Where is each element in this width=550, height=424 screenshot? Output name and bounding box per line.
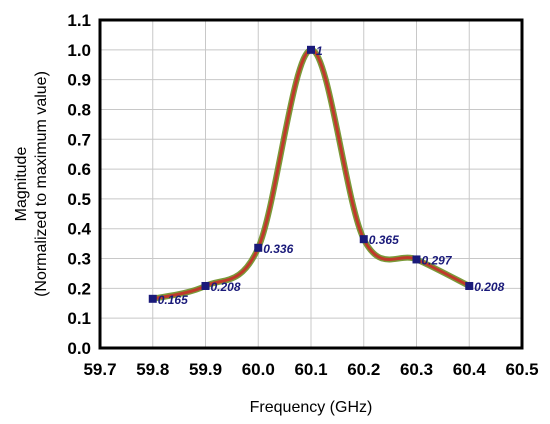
data-point-marker	[201, 281, 210, 290]
y-tick-label: 0.7	[67, 130, 91, 149]
x-tick-label: 60.3	[400, 360, 433, 379]
y-tick-label: 0.9	[67, 71, 91, 90]
data-label: 0.165	[158, 293, 188, 307]
data-point-marker	[148, 294, 157, 303]
y-axis-label-line1: Magnitude	[13, 147, 30, 222]
grid	[99, 19, 523, 349]
data-label: 0.365	[369, 233, 399, 247]
y-tick-label: 0.4	[67, 220, 91, 239]
data-point-marker	[254, 243, 263, 252]
y-tick-label: 0.8	[67, 100, 91, 119]
data-point-marker	[307, 45, 315, 54]
y-tick-label: 1.0	[67, 41, 91, 60]
plot-frame	[98, 18, 524, 350]
y-tick-label: 0.2	[67, 279, 91, 298]
y-axis-label-line2: (Normalized to maximum value)	[33, 71, 50, 297]
data-label: 1	[316, 44, 323, 58]
x-tick-label: 60.2	[347, 360, 380, 379]
y-tick-label: 0.1	[67, 309, 91, 328]
y-tick-label: 0.3	[67, 250, 91, 269]
x-tick-label: 60.0	[242, 360, 275, 379]
data-point-marker	[412, 255, 421, 264]
tick-labels: 59.7 59.8 59.9 60.0 60.1 60.2 60.3 60.4 60.5 0.0 0…	[67, 11, 538, 379]
y-tick-label: 0.5	[67, 190, 91, 209]
y-tick-label: 0.0	[67, 339, 91, 358]
data-label: 0.336	[263, 242, 293, 256]
data-label: 0.208	[211, 280, 241, 294]
y-tick-label: 0.6	[67, 160, 91, 179]
data-point-marker	[465, 281, 474, 290]
x-tick-label: 59.9	[189, 360, 222, 379]
x-tick-label: 60.5	[505, 360, 538, 379]
data-label: 0.208	[474, 280, 504, 294]
x-tick-label: 60.4	[453, 360, 487, 379]
x-tick-label: 59.8	[136, 360, 169, 379]
x-tick-label: 60.1	[294, 360, 327, 379]
point-labels: 0.165 0.208 0.336 1 0.365 0.297 0.208	[158, 44, 505, 307]
data-label: 0.297	[422, 253, 453, 267]
y-tick-label: 1.1	[67, 11, 91, 30]
markers	[148, 45, 474, 303]
x-axis-label: Frequency (GHz)	[250, 399, 373, 416]
data-point-marker	[359, 235, 368, 244]
x-tick-label: 59.7	[83, 360, 116, 379]
